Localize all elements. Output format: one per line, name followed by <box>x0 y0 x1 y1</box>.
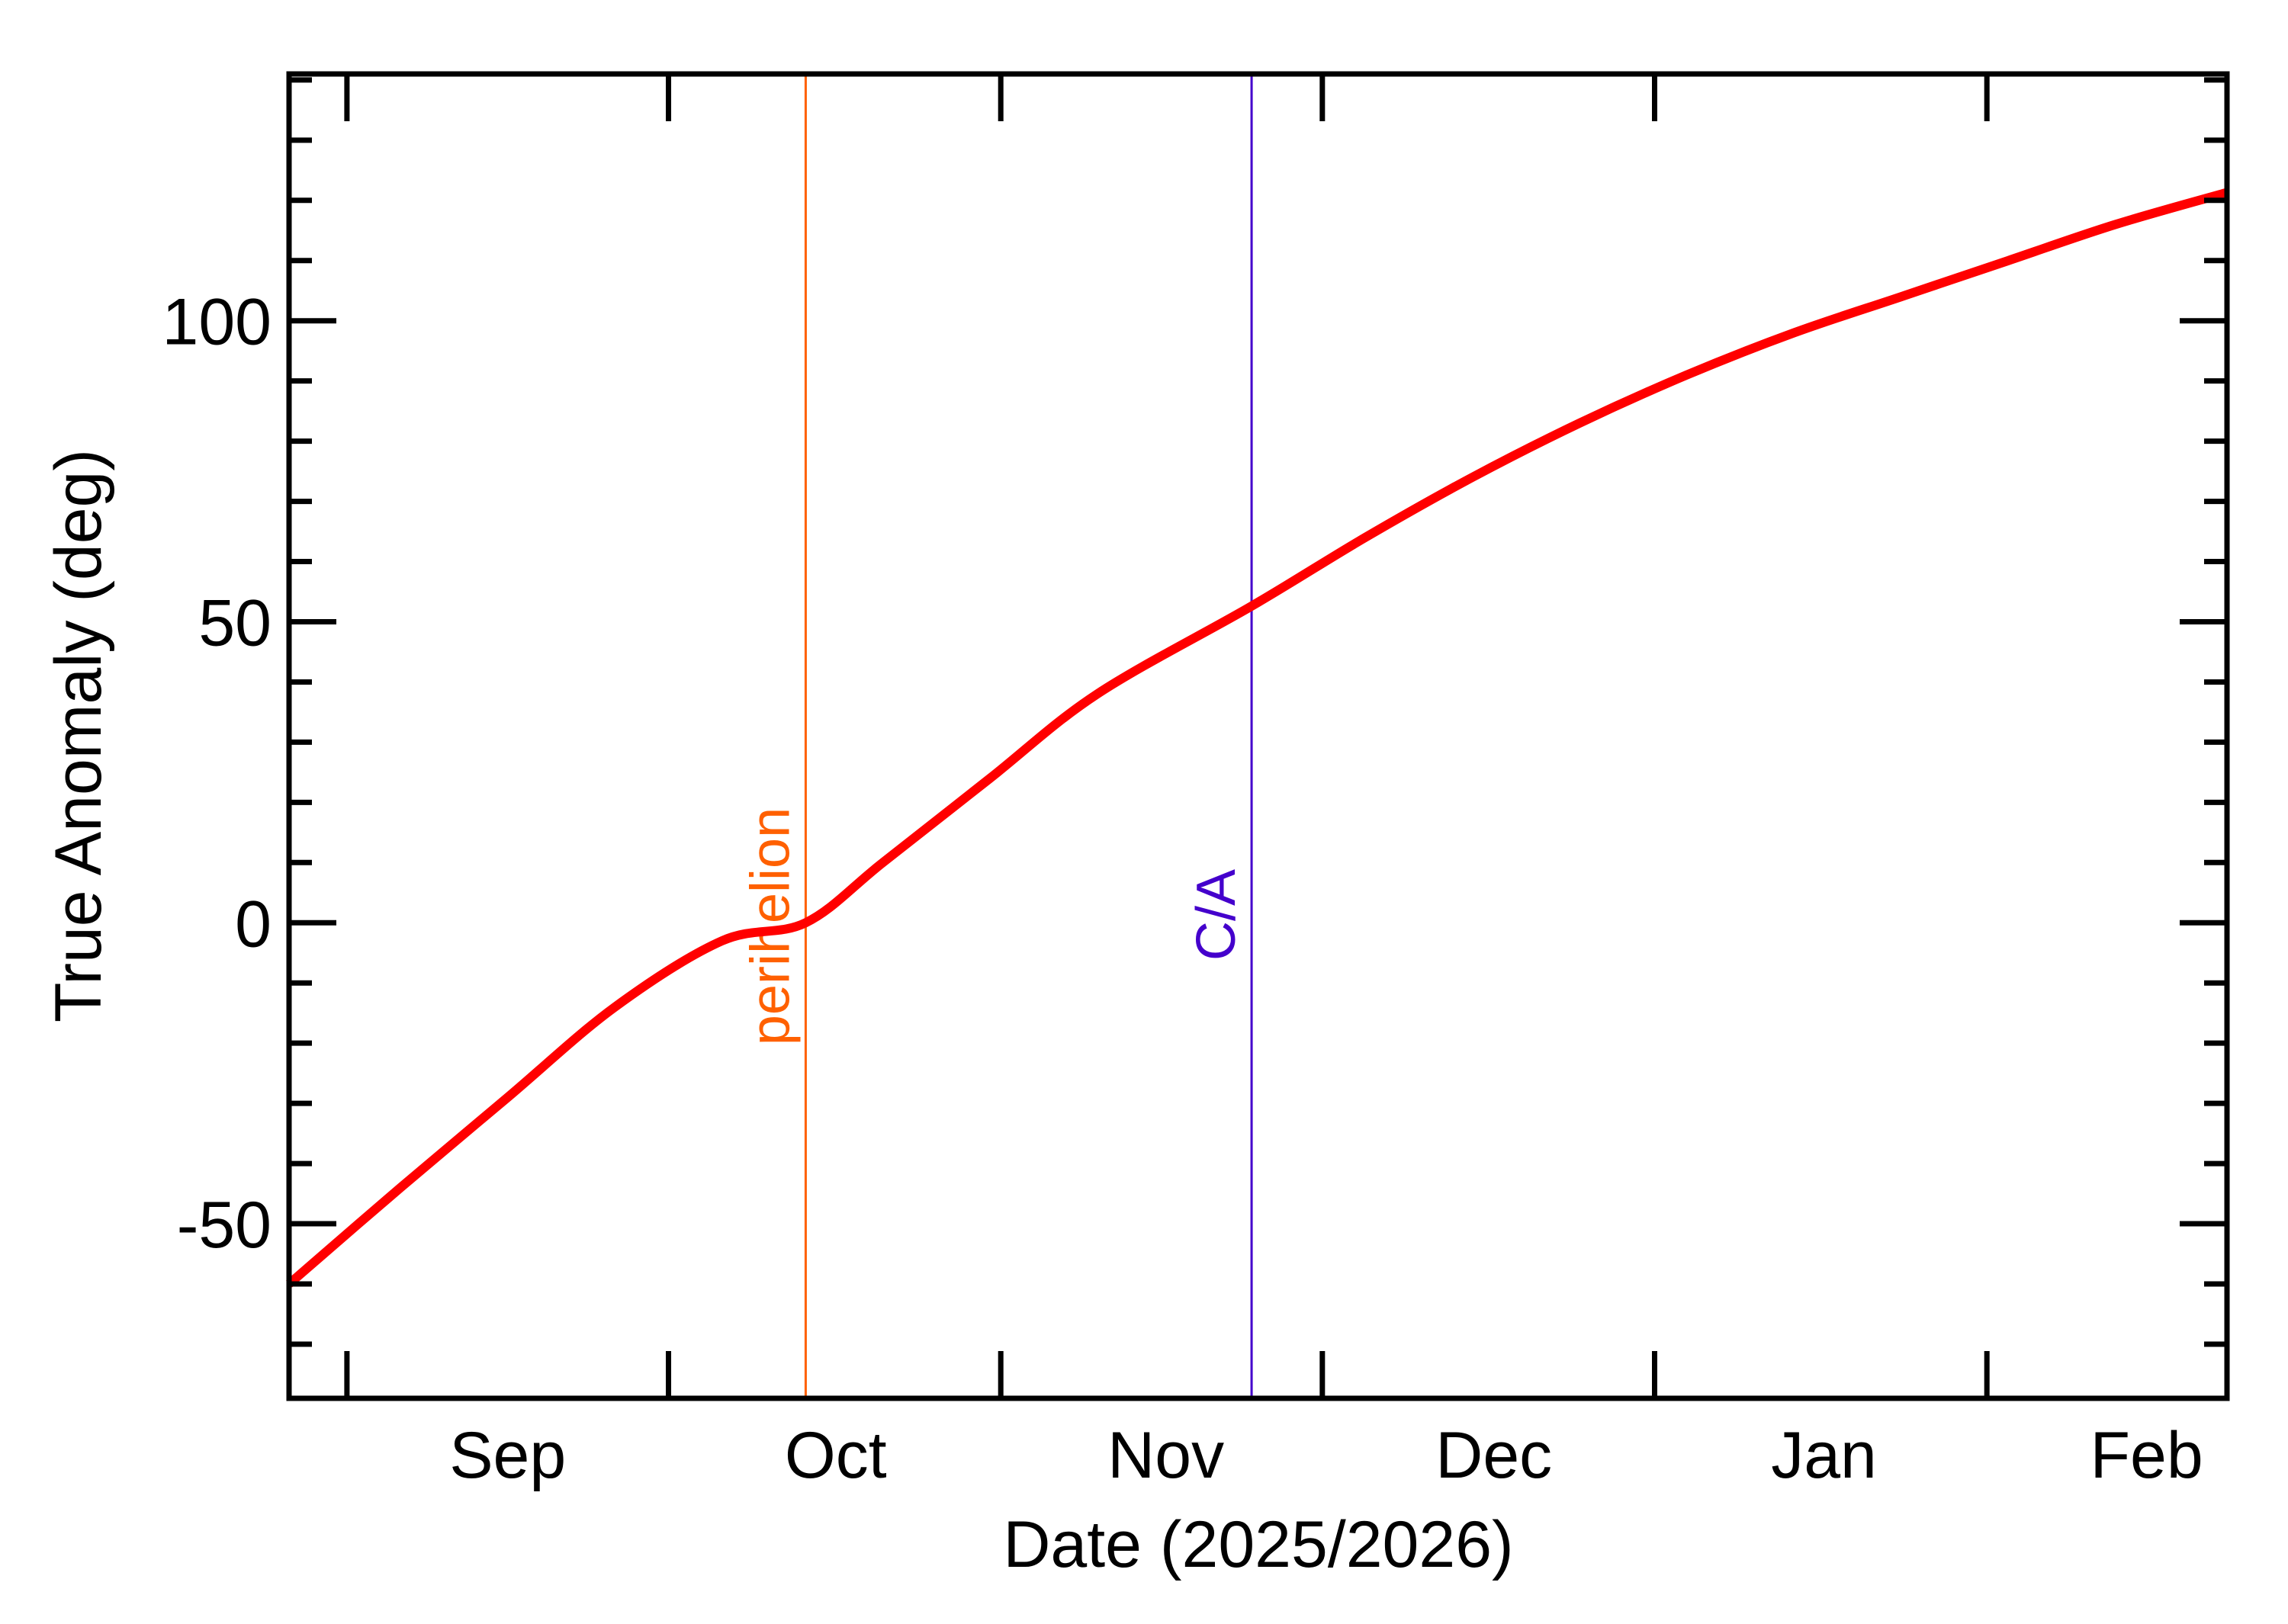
plot-frame <box>286 71 2230 1401</box>
annotation-layer: perihelion C/A <box>740 74 1253 1398</box>
x-axis-ticks <box>344 74 1990 1398</box>
y-axis-ticks <box>289 77 2227 1347</box>
y-tick-label: 50 <box>198 586 272 660</box>
y-tick-label: 100 <box>162 286 272 359</box>
series-layer <box>286 188 2229 1288</box>
x-tick-label: Feb <box>2090 1419 2203 1492</box>
x-axis-title: Date (2025/2026) <box>1003 1508 1513 1581</box>
x-tick-label: Nov <box>1107 1419 1224 1492</box>
y-axis-tick-labels: -50 0 50 100 <box>162 286 272 1262</box>
x-tick-label: Jan <box>1771 1419 1877 1492</box>
y-axis-title: True Anomaly (deg) <box>42 449 115 1022</box>
x-tick-label: Oct <box>785 1419 887 1492</box>
x-axis-tick-labels: Sep Oct Nov Dec Jan Feb <box>449 1419 2203 1492</box>
y-tick-label: 0 <box>235 887 272 961</box>
c-a-marker-label: C/A <box>1186 869 1247 961</box>
series-line-0 <box>286 188 2229 1288</box>
x-tick-label: Sep <box>449 1419 566 1492</box>
y-tick-label: -50 <box>177 1189 272 1262</box>
x-tick-label: Dec <box>1435 1419 1552 1492</box>
axes-layer <box>286 71 2230 1401</box>
